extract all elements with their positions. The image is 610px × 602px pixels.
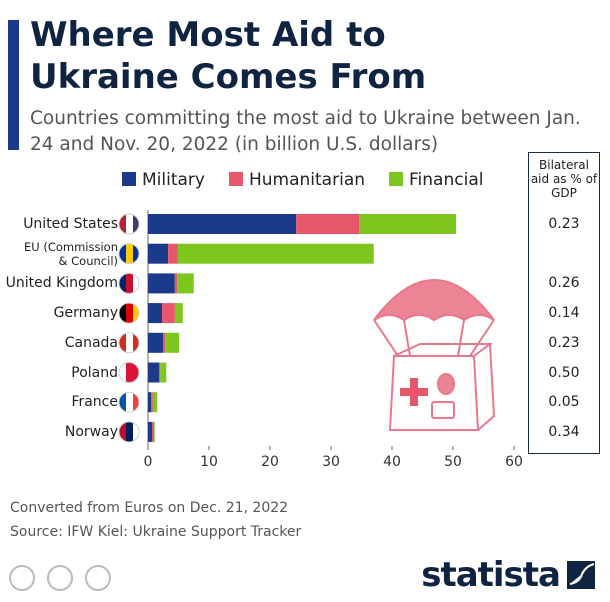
license-icon bbox=[47, 565, 73, 591]
x-tick-label: 10 bbox=[200, 454, 218, 470]
footnote: Converted from Euros on Dec. 21, 2022 bbox=[10, 500, 289, 516]
x-tick-label: 20 bbox=[261, 454, 279, 470]
flag-border bbox=[118, 332, 140, 354]
bar-segment bbox=[177, 243, 374, 264]
flag bbox=[126, 214, 133, 234]
flag-border bbox=[118, 302, 140, 324]
flag-border bbox=[118, 272, 140, 294]
chart-subtitle: Countries committing the most aid to Ukr… bbox=[30, 108, 581, 155]
legend-swatch bbox=[389, 172, 404, 186]
flag-border bbox=[118, 362, 140, 383]
flag bbox=[126, 303, 133, 324]
bar-segment bbox=[148, 273, 175, 294]
x-tick-label: 0 bbox=[144, 454, 153, 470]
bar-segment bbox=[162, 303, 175, 324]
flag bbox=[126, 243, 133, 264]
flag bbox=[119, 421, 126, 442]
gdp-value: 0.14 bbox=[548, 305, 580, 322]
bar-segment bbox=[174, 273, 178, 294]
category-label: EU (Commission & Council) bbox=[24, 239, 118, 268]
flag bbox=[133, 243, 139, 264]
bar-segment bbox=[148, 332, 164, 353]
bar-segment bbox=[148, 303, 163, 324]
bar-segment bbox=[163, 332, 166, 353]
bar-segment bbox=[359, 214, 457, 234]
flag bbox=[133, 273, 139, 294]
footnote: Source: IFW Kiel: Ukraine Support Tracke… bbox=[10, 524, 302, 540]
flag bbox=[119, 214, 126, 234]
legend-swatch bbox=[122, 172, 136, 186]
category-label: France bbox=[71, 394, 118, 411]
bar-segment bbox=[148, 214, 297, 234]
bar-segment bbox=[148, 243, 169, 264]
bar-segment bbox=[168, 243, 178, 264]
category-label: Norway bbox=[64, 423, 118, 440]
x-tick-label: 30 bbox=[322, 454, 340, 470]
flag bbox=[119, 303, 126, 324]
flag bbox=[126, 392, 133, 413]
x-tick-label: 60 bbox=[505, 454, 523, 470]
bar-segment bbox=[148, 362, 159, 383]
flag-border bbox=[118, 391, 140, 413]
license-icon bbox=[9, 565, 35, 591]
bar-segment bbox=[296, 214, 360, 234]
flag bbox=[119, 362, 126, 383]
logo-mark bbox=[565, 559, 597, 591]
category-label: Canada bbox=[64, 334, 118, 351]
category-label: United States bbox=[23, 216, 118, 232]
illustration bbox=[373, 279, 496, 431]
bar-segment bbox=[165, 332, 180, 353]
flag bbox=[133, 303, 139, 324]
flag bbox=[133, 332, 139, 353]
bar-segment bbox=[152, 392, 158, 413]
gdp-value: 0.23 bbox=[548, 216, 580, 232]
gdp-value: 0.34 bbox=[548, 423, 580, 440]
accent-bar bbox=[8, 20, 19, 150]
bar-segment bbox=[148, 421, 153, 442]
gdp-value: 0.23 bbox=[548, 334, 580, 351]
bar-segment bbox=[154, 421, 155, 442]
category-label: Poland bbox=[71, 364, 118, 381]
flag bbox=[119, 273, 126, 294]
bar-segment bbox=[152, 421, 155, 442]
flag bbox=[126, 273, 133, 294]
gdp-value: 0.50 bbox=[548, 364, 580, 381]
bar-segment bbox=[158, 362, 161, 383]
category-label: Germany bbox=[53, 305, 118, 322]
flag-border bbox=[118, 213, 140, 235]
flag bbox=[119, 243, 126, 264]
flag bbox=[133, 214, 139, 234]
license-icon bbox=[85, 565, 111, 591]
gdp-value: 0.05 bbox=[548, 394, 580, 411]
gdp-title: Bilateral aid as % of GDP bbox=[530, 158, 598, 200]
gdp-panel bbox=[528, 152, 600, 454]
bar-segment bbox=[160, 362, 167, 383]
flag bbox=[133, 421, 139, 442]
bar-segment bbox=[151, 392, 153, 413]
bar-segment bbox=[177, 273, 194, 294]
x-tick-label: 50 bbox=[444, 454, 462, 470]
flag bbox=[119, 332, 126, 353]
flag bbox=[126, 332, 133, 353]
legend-label: Military bbox=[142, 170, 205, 190]
flag bbox=[133, 362, 139, 383]
flag bbox=[126, 421, 133, 442]
flag bbox=[119, 392, 126, 413]
chart-title: Where Most Aid to Ukraine Comes From bbox=[30, 15, 427, 97]
legend-swatch bbox=[228, 172, 243, 186]
flag-border bbox=[118, 421, 140, 443]
flag bbox=[126, 362, 133, 383]
legend-label: Financial bbox=[409, 170, 483, 190]
brand-logo: statista bbox=[421, 555, 561, 595]
bar-segment bbox=[174, 303, 183, 324]
category-label: United Kingdom bbox=[5, 275, 118, 292]
bar-segment bbox=[148, 392, 152, 413]
x-tick-label: 40 bbox=[383, 454, 401, 470]
flag-border bbox=[118, 243, 140, 265]
legend-label: Humanitarian bbox=[249, 170, 365, 190]
flag bbox=[133, 392, 139, 413]
gdp-value: 0.26 bbox=[548, 275, 580, 292]
